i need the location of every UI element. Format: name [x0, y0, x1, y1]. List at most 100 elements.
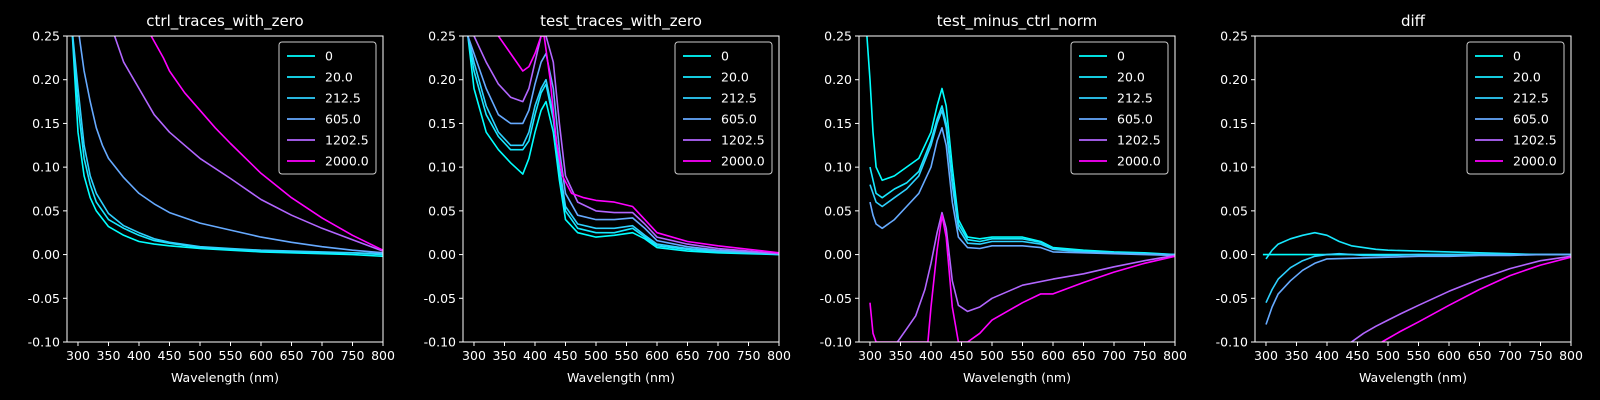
legend-label: 2000.0	[1513, 154, 1557, 169]
legend: 0 20.0 212.5 605.0 1202.5 2000.0	[278, 41, 377, 175]
y-tick-label: 0.05	[428, 203, 456, 218]
y-tick-label: -0.10	[28, 335, 60, 350]
series-line-2000.0	[497, 36, 779, 254]
y-tick-label: 0.10	[1220, 160, 1248, 175]
x-tick-label: 650	[1468, 348, 1492, 363]
x-tick-label: 450	[1346, 348, 1370, 363]
series-line-605.0	[1265, 253, 1571, 325]
axes-frame	[462, 35, 780, 343]
chart-title: test_minus_ctrl_norm	[937, 12, 1098, 31]
y-tick-label: 0.25	[824, 29, 852, 44]
series-line-1202.5	[473, 36, 779, 255]
x-tick-label: 400	[127, 348, 151, 363]
legend-label: 1202.5	[1513, 133, 1557, 148]
x-tick-label: 600	[1041, 348, 1065, 363]
y-tick-label: 0.10	[428, 160, 456, 175]
series-line-2000.0	[1381, 256, 1571, 342]
y-tick-label: 0.25	[1220, 29, 1248, 44]
y-tick-label: -0.05	[28, 291, 60, 306]
series-line-605.0	[869, 127, 1175, 257]
x-tick-label: 500	[1376, 348, 1400, 363]
y-tick-label: 0.15	[1220, 116, 1248, 131]
legend: 0 20.0 212.5 605.0 1202.5 2000.0	[1466, 41, 1565, 175]
series-line-2000.0	[869, 214, 1175, 342]
series-line-20.0	[71, 36, 383, 256]
x-tick-label: 450	[554, 348, 578, 363]
series-line-212.5	[1265, 252, 1571, 304]
y-tick-label: -0.10	[424, 335, 456, 350]
legend-box	[1466, 41, 1565, 175]
series-line-0	[467, 36, 779, 256]
legend-label: 212.5	[1513, 91, 1549, 106]
x-tick-label: 450	[158, 348, 182, 363]
y-tick-label: 0.10	[824, 160, 852, 175]
x-tick-label: 300	[1254, 348, 1278, 363]
legend-label: 605.0	[1513, 112, 1549, 127]
x-axis-label: Wavelength (nm)	[963, 370, 1071, 385]
legend-label: 20.0	[1117, 70, 1145, 85]
series-group	[1262, 231, 1571, 342]
series-line-605.0	[467, 36, 779, 255]
series-line-1202.5	[113, 36, 383, 252]
chart-title: ctrl_traces_with_zero	[146, 12, 303, 31]
series-line-20.0	[1265, 231, 1571, 260]
y-tick-label: 0.10	[32, 160, 60, 175]
chart-panel-3: test_minus_ctrl_norm 300 350 400 450 500 550 60…	[820, 12, 1187, 385]
x-tick-label: 700	[310, 348, 334, 363]
x-tick-label: 800	[767, 348, 791, 363]
x-tick-label: 300	[66, 348, 90, 363]
x-tick-label: 750	[1133, 348, 1157, 363]
x-axis-label: Wavelength (nm)	[567, 370, 675, 385]
x-tick-label: 650	[676, 348, 700, 363]
legend-box	[278, 41, 377, 175]
y-tick-label: 0.05	[32, 203, 60, 218]
series-line-2000.0	[150, 36, 383, 251]
x-tick-label: 800	[1559, 348, 1583, 363]
x-tick-label: 400	[919, 348, 943, 363]
legend-label: 0	[1117, 49, 1125, 64]
chart-panel-2: test_traces_with_zero 300 350 400 450 500 550 6…	[424, 12, 791, 385]
legend-box	[1070, 41, 1169, 175]
x-tick-label: 650	[280, 348, 304, 363]
x-tick-label: 600	[1437, 348, 1461, 363]
x-axis-label: Wavelength (nm)	[1359, 370, 1467, 385]
chart-title: diff	[1401, 12, 1426, 30]
y-tick-label: 0.20	[32, 72, 60, 87]
legend-label: 605.0	[721, 112, 757, 127]
legend-label: 605.0	[325, 112, 361, 127]
x-tick-label: 350	[97, 348, 121, 363]
series-line-1202.5	[896, 211, 1175, 342]
y-tick-label: -0.05	[424, 291, 456, 306]
x-tick-label: 600	[645, 348, 669, 363]
legend-label: 20.0	[1513, 70, 1541, 85]
x-axis-label: Wavelength (nm)	[171, 370, 279, 385]
series-line-212.5	[467, 36, 779, 255]
legend-label: 212.5	[721, 91, 757, 106]
legend-label: 2000.0	[325, 154, 369, 169]
chart-title: test_traces_with_zero	[540, 12, 702, 31]
y-tick-label: 0.00	[1220, 247, 1248, 262]
legend-label: 1202.5	[1117, 133, 1161, 148]
legend-label: 0	[721, 49, 729, 64]
x-tick-label: 500	[584, 348, 608, 363]
series-line-0	[71, 36, 383, 258]
legend: 0 20.0 212.5 605.0 1202.5 2000.0	[1070, 41, 1169, 175]
legend-label: 2000.0	[721, 154, 765, 169]
axes-frame	[1254, 35, 1572, 343]
x-tick-label: 350	[493, 348, 517, 363]
series-line-1202.5	[1350, 255, 1571, 342]
x-tick-label: 750	[341, 348, 365, 363]
y-tick-label: 0.25	[32, 29, 60, 44]
x-tick-label: 550	[219, 348, 243, 363]
x-tick-label: 550	[615, 348, 639, 363]
x-tick-label: 550	[1407, 348, 1431, 363]
axes-frame	[66, 35, 384, 343]
x-tick-label: 300	[462, 348, 486, 363]
series-group	[71, 36, 383, 258]
series-line-212.5	[71, 36, 383, 255]
y-tick-label: 0.00	[824, 247, 852, 262]
legend: 0 20.0 212.5 605.0 1202.5 2000.0	[674, 41, 773, 175]
y-tick-label: 0.15	[824, 116, 852, 131]
y-tick-label: 0.15	[428, 116, 456, 131]
